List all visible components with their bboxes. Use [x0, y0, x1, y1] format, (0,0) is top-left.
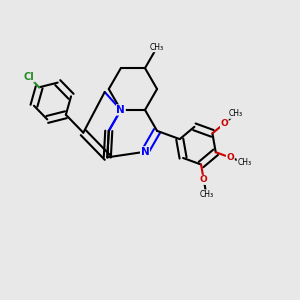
- Text: N: N: [141, 147, 149, 157]
- Text: CH₃: CH₃: [237, 158, 251, 167]
- Text: N: N: [116, 105, 125, 115]
- Text: O: O: [226, 153, 234, 162]
- Text: O: O: [220, 119, 228, 128]
- Text: Cl: Cl: [23, 72, 34, 82]
- Text: O: O: [200, 176, 208, 184]
- Text: CH₃: CH₃: [150, 43, 164, 52]
- Text: CH₃: CH₃: [229, 110, 243, 118]
- Text: CH₃: CH₃: [199, 190, 213, 199]
